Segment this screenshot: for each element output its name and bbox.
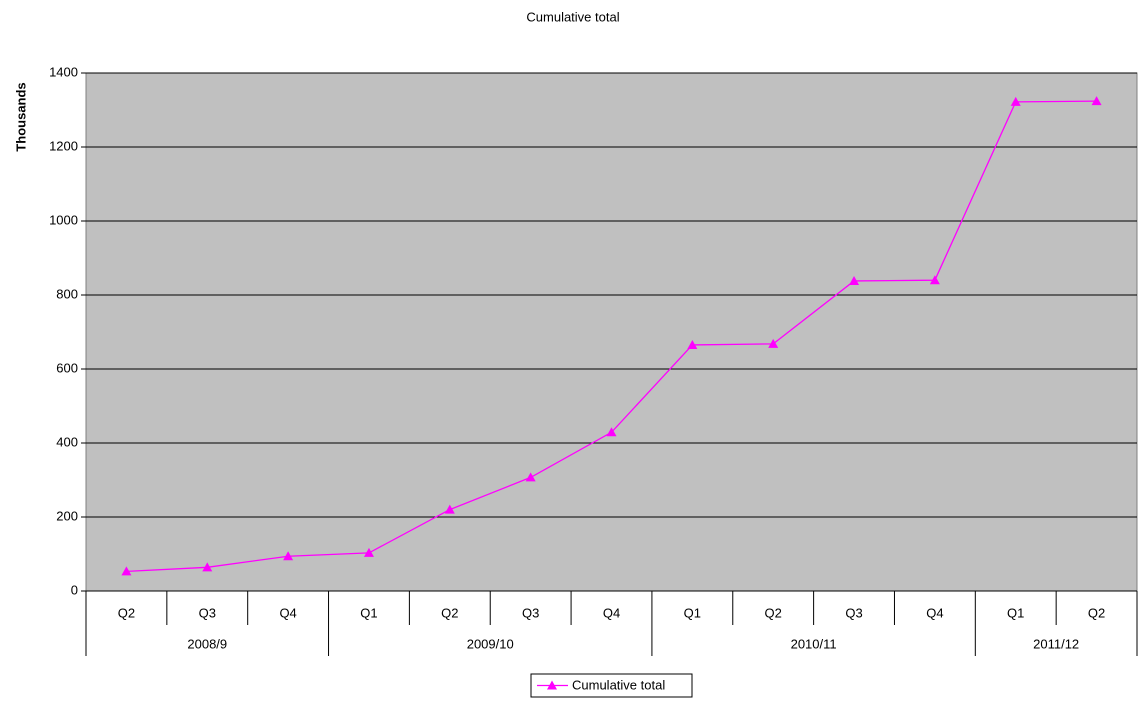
point-marker <box>525 472 536 482</box>
point-marker <box>202 562 213 572</box>
x-tick-label: Q3 <box>845 605 862 620</box>
x-tick-label: Q4 <box>279 605 296 620</box>
group-label: 2009/10 <box>467 636 514 651</box>
x-tick-label: Q2 <box>441 605 458 620</box>
y-tick-label: 1400 <box>49 64 78 79</box>
legend-box <box>530 673 693 698</box>
group-label: 2010/11 <box>791 636 837 651</box>
y-tick-label: 200 <box>56 508 78 523</box>
plot-area <box>85 72 1138 592</box>
y-tick-label: 600 <box>56 360 78 375</box>
group-label: 2011/12 <box>1033 636 1079 651</box>
x-tick-label: Q1 <box>1007 605 1024 620</box>
y-axis-label: Thousands <box>13 82 28 151</box>
chart-title: Cumulative total <box>526 9 619 24</box>
x-tick-label: Q1 <box>360 605 377 620</box>
point-marker <box>363 547 374 557</box>
legend-label: Cumulative total <box>572 677 665 692</box>
point-marker <box>444 504 455 514</box>
point-marker <box>849 275 860 285</box>
point-marker <box>768 338 779 348</box>
point-marker <box>1010 96 1021 106</box>
x-tick-label: Q2 <box>1088 605 1105 620</box>
y-tick-label: 0 <box>71 582 78 597</box>
point-marker <box>687 339 698 349</box>
point-marker <box>121 566 132 576</box>
y-tick-label: 1200 <box>49 138 78 153</box>
y-tick-label: 800 <box>56 286 78 301</box>
x-tick-label: Q2 <box>118 605 135 620</box>
legend-marker <box>547 680 557 690</box>
point-marker <box>606 427 617 437</box>
x-tick-label: Q4 <box>603 605 620 620</box>
x-tick-label: Q2 <box>765 605 782 620</box>
point-marker <box>283 551 294 561</box>
x-tick-label: Q3 <box>522 605 539 620</box>
x-tick-label: Q4 <box>926 605 943 620</box>
x-tick-label: Q1 <box>684 605 701 620</box>
point-marker <box>1091 96 1102 106</box>
x-tick-label: Q3 <box>199 605 216 620</box>
y-tick-label: 1000 <box>49 212 78 227</box>
group-label: 2008/9 <box>187 636 227 651</box>
y-tick-label: 400 <box>56 434 78 449</box>
point-marker <box>929 275 940 285</box>
